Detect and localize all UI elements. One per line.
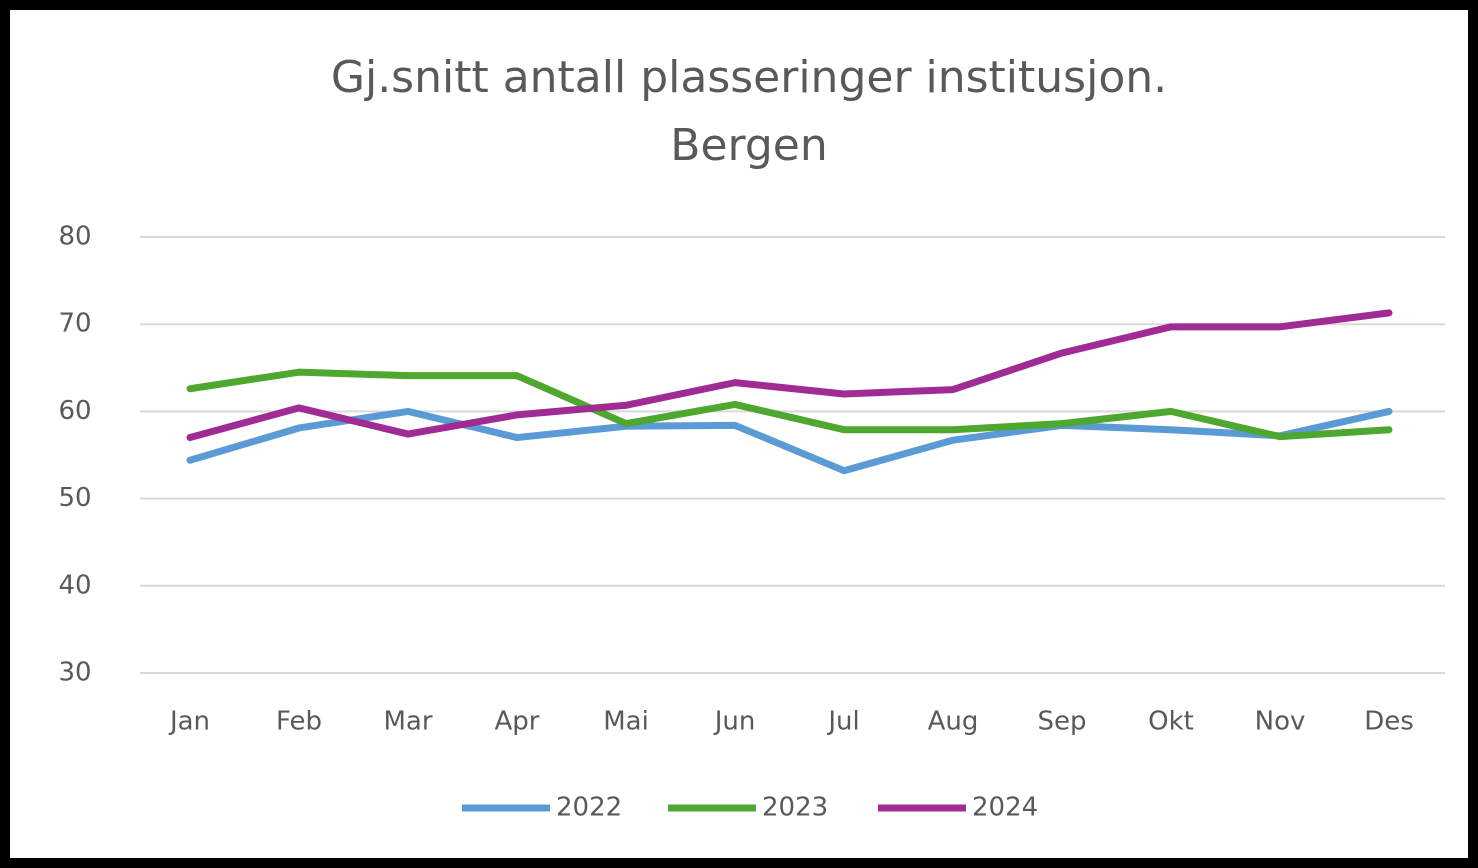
chart-title: Bergen <box>670 120 827 171</box>
x-tick-label: Apr <box>495 707 540 737</box>
x-tick-label: Mar <box>383 707 432 737</box>
legend-label: 2022 <box>556 793 622 823</box>
legend-label: 2024 <box>972 793 1038 823</box>
y-tick-label: 50 <box>58 483 91 513</box>
x-tick-label: Okt <box>1148 707 1194 737</box>
series-line <box>186 368 1393 441</box>
x-tick-label: Jan <box>168 707 210 737</box>
legend-label: 2023 <box>762 793 828 823</box>
x-tick-label: Feb <box>276 707 322 737</box>
x-tick-label: Jul <box>826 707 859 737</box>
x-tick-label: Des <box>1364 707 1414 737</box>
chart-title: Gj.snitt antall plasseringer institusjon… <box>331 52 1167 103</box>
x-tick-label: Aug <box>928 707 979 737</box>
y-tick-label: 60 <box>58 396 91 426</box>
series-line <box>186 309 1393 442</box>
series-line <box>186 407 1393 475</box>
x-tick-label: Jun <box>713 707 756 737</box>
x-tick-label: Mai <box>603 707 649 737</box>
y-tick-label: 80 <box>58 222 91 252</box>
y-tick-label: 70 <box>58 309 91 339</box>
y-tick-label: 30 <box>58 658 91 688</box>
x-tick-label: Sep <box>1037 707 1086 737</box>
x-tick-label: Nov <box>1255 707 1306 737</box>
y-tick-label: 40 <box>58 570 91 600</box>
